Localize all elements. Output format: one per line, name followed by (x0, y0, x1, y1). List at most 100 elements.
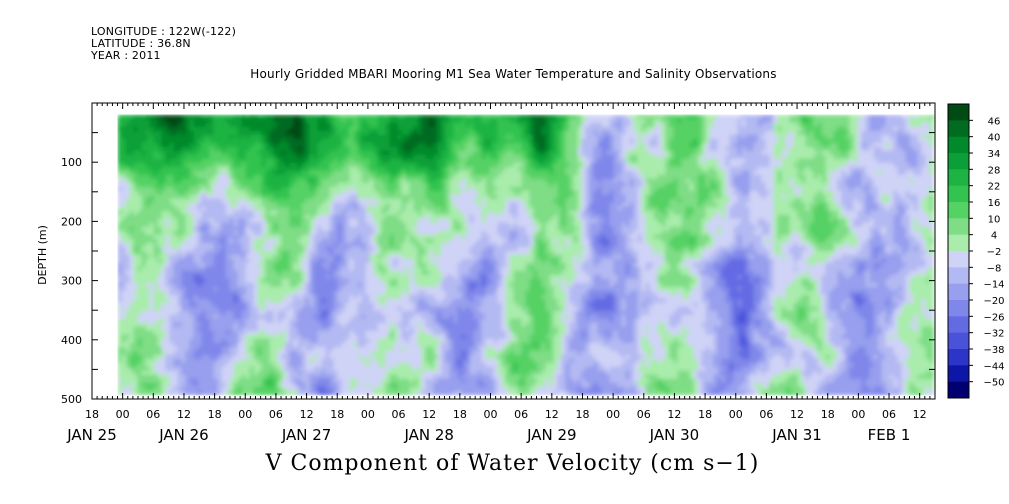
heatmap-cell (297, 118, 303, 124)
heatmap-cell (621, 146, 627, 152)
heatmap-cell (133, 186, 139, 192)
heatmap-cell (649, 142, 655, 148)
heatmap-cell (885, 134, 891, 140)
heatmap-cell (589, 158, 595, 164)
heatmap-cell (497, 126, 503, 132)
heatmap-cell (629, 198, 635, 204)
heatmap-cell (373, 210, 379, 216)
heatmap-cell (313, 182, 319, 188)
heatmap-cell (273, 194, 279, 200)
heatmap-cell (545, 118, 551, 124)
heatmap-cell (309, 210, 315, 216)
heatmap-cell (321, 150, 327, 156)
heatmap-cell (569, 122, 575, 128)
heatmap-cell (169, 114, 175, 120)
heatmap-cell (893, 142, 899, 148)
heatmap-cell (357, 142, 363, 148)
heatmap-cell (201, 170, 207, 176)
heatmap-cell (765, 162, 771, 168)
heatmap-cell (889, 158, 895, 164)
heatmap-cell (781, 170, 787, 176)
heatmap-cell (929, 114, 935, 120)
heatmap-cell (501, 174, 507, 180)
heatmap-cell (817, 190, 823, 196)
heatmap-cell (301, 134, 307, 140)
heatmap-cell (821, 158, 827, 164)
heatmap-cell (769, 186, 775, 192)
heatmap-cell (161, 154, 167, 160)
heatmap-cell (697, 154, 703, 160)
heatmap-cell (405, 158, 411, 164)
heatmap-cell (305, 122, 311, 128)
heatmap-cell (485, 146, 491, 152)
heatmap-cell (929, 166, 935, 172)
heatmap-cell (929, 186, 935, 192)
heatmap-cell (469, 166, 475, 172)
heatmap-cell (481, 178, 487, 184)
heatmap-cell (745, 122, 751, 128)
heatmap-cell (561, 198, 567, 204)
heatmap-cell (221, 206, 227, 212)
heatmap-cell (721, 126, 727, 132)
heatmap-cell (553, 206, 559, 212)
heatmap-cell (781, 142, 787, 148)
heatmap-cell (565, 206, 571, 212)
heatmap-cell (585, 154, 591, 160)
heatmap-cell (585, 166, 591, 172)
heatmap-cell (473, 138, 479, 144)
heatmap-cell (729, 130, 735, 136)
heatmap-cell (117, 198, 123, 204)
heatmap-cell (625, 138, 631, 144)
heatmap-cell (861, 186, 867, 192)
heatmap-cell (413, 162, 419, 168)
heatmap-cell (585, 174, 591, 180)
heatmap-cell (433, 198, 439, 204)
heatmap-cell (333, 158, 339, 164)
heatmap-cell (137, 162, 143, 168)
heatmap-cell (669, 182, 675, 188)
heatmap-cell (929, 206, 935, 212)
heatmap-cell (901, 142, 907, 148)
heatmap-cell (461, 146, 467, 152)
heatmap-cell (517, 194, 523, 200)
heatmap-cell (281, 190, 287, 196)
heatmap-cell (481, 126, 487, 132)
heatmap-cell (477, 178, 483, 184)
heatmap-cell (441, 174, 447, 180)
heatmap-cell (273, 114, 279, 120)
heatmap-cell (385, 178, 391, 184)
heatmap-cell (269, 178, 275, 184)
heatmap-cell (397, 182, 403, 188)
heatmap-cell (245, 114, 251, 120)
heatmap-cell (813, 130, 819, 136)
heatmap-cell (753, 142, 759, 148)
heatmap-cell (805, 142, 811, 148)
heatmap-cell (317, 114, 323, 120)
heatmap-cell (441, 130, 447, 136)
heatmap-cell (753, 138, 759, 144)
heatmap-cell (745, 206, 751, 212)
heatmap-cell (469, 154, 475, 160)
heatmap-cell (305, 198, 311, 204)
heatmap-cell (141, 186, 147, 192)
heatmap-cell (885, 206, 891, 212)
heatmap-cell (193, 190, 199, 196)
heatmap-cell (705, 142, 711, 148)
heatmap-cell (793, 114, 799, 120)
heatmap-cell (845, 154, 851, 160)
heatmap-cell (213, 150, 219, 156)
heatmap-cell (197, 174, 203, 180)
heatmap-cell (201, 150, 207, 156)
heatmap-cell (845, 114, 851, 120)
heatmap-cell (769, 158, 775, 164)
heatmap-cell (521, 198, 527, 204)
heatmap-cell (117, 150, 123, 156)
heatmap-cell (357, 118, 363, 124)
heatmap-cell (129, 122, 135, 128)
heatmap-cell (521, 150, 527, 156)
heatmap-cell (233, 142, 239, 148)
heatmap-cell (769, 174, 775, 180)
heatmap-cell (889, 190, 895, 196)
heatmap-cell (393, 174, 399, 180)
heatmap-cell (577, 194, 583, 200)
